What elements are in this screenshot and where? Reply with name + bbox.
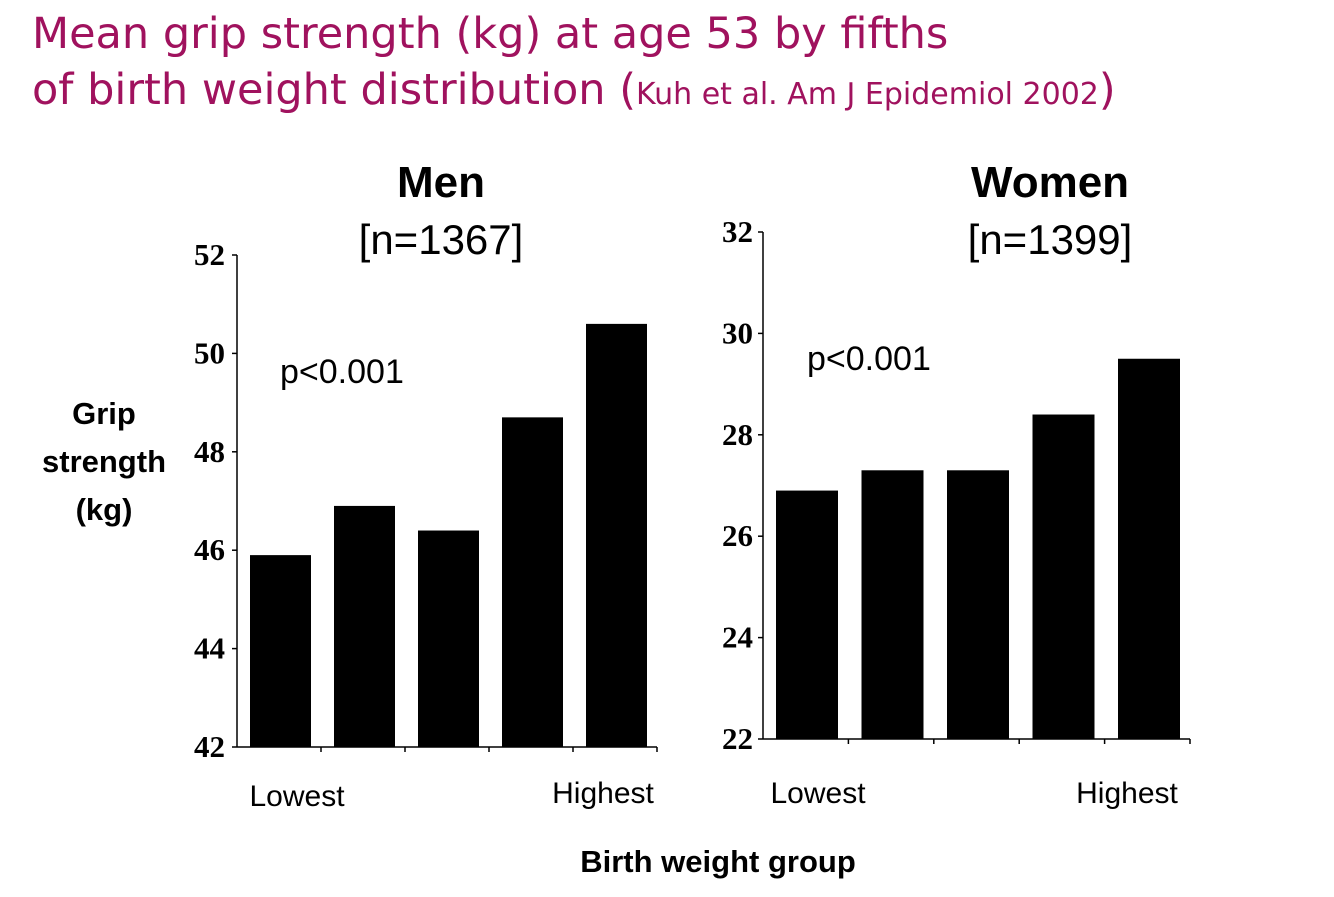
men-bar-1 [250,555,311,747]
women-bar-4 [1032,414,1095,739]
citation-close-paren: ) [1098,65,1116,115]
men-category-label-lowest: Lowest [249,780,345,813]
women-bar-2 [861,470,924,739]
women-y-tick-label-28: 28 [722,417,753,452]
men-panel-title: Men [397,158,485,207]
women-p-value: p<0.001 [807,340,931,378]
men-y-tick-label-52: 52 [194,237,225,272]
women-bar-3 [947,470,1009,739]
y-axis-title-line-2: strength [42,444,166,479]
men-panel-subtitle: [n=1367] [359,216,524,263]
title-line-1: Mean grip strength (kg) at age 53 by fif… [32,9,949,59]
men-bar-2 [334,505,395,747]
men-p-value: p<0.001 [280,353,404,391]
women-y-tick-label-26: 26 [722,518,753,553]
women-panel-title: Women [971,158,1129,207]
women-category-label-highest: Highest [1076,777,1178,810]
men-bar-5 [586,323,647,747]
men-bar-4 [502,417,563,747]
women-y-tick-label-24: 24 [722,620,753,655]
men-y-tick-label-50: 50 [194,335,225,370]
women-panel: Women [n=1399] p<0.001 22 24 26 28 30 32 Lowe… [722,158,1191,810]
women-bar-5 [1118,358,1180,739]
men-y-tick-label-44: 44 [194,631,225,666]
y-axis-title-line-3: (kg) [76,492,133,527]
citation-open-paren: ( [619,65,636,115]
women-y-tick-label-30: 30 [722,315,753,350]
title-line-2-text: of birth weight distribution [32,65,606,115]
women-y-tick-label-32: 32 [722,214,753,249]
men-panel: Men [n=1367] p<0.001 42 44 46 48 50 52 Lowest… [194,158,658,813]
men-category-label-highest: Highest [552,777,654,810]
women-y-tick-label-22: 22 [722,721,753,756]
men-y-tick-label-46: 46 [194,532,225,567]
y-axis-title-line-1: Grip [72,396,136,431]
title-line-2: of birth weight distribution (Kuh et al.… [32,62,1116,123]
men-bar-3 [418,530,479,747]
women-plot-area: 22 24 26 28 30 32 [722,214,1191,756]
citation: Kuh et al. Am J Epidemiol 2002 [635,77,1099,112]
men-plot-area: 42 44 46 48 50 52 [194,237,658,764]
slide-title: Mean grip strength (kg) at age 53 by fif… [32,6,1116,123]
men-y-tick-label-42: 42 [194,729,225,764]
men-y-tick-label-48: 48 [194,434,225,469]
x-axis-title: Birth weight group [580,844,856,879]
women-panel-subtitle: [n=1399] [968,216,1133,263]
women-bar-1 [776,490,838,739]
women-category-label-lowest: Lowest [770,777,866,810]
